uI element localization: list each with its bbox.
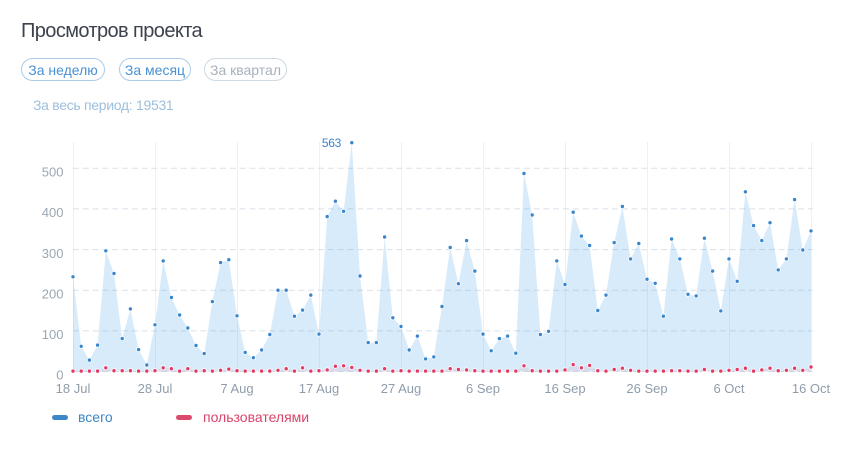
- svg-text:300: 300: [42, 246, 64, 261]
- svg-text:7 Aug: 7 Aug: [220, 381, 253, 396]
- svg-text:100: 100: [42, 327, 64, 342]
- svg-text:26 Sep: 26 Sep: [626, 381, 667, 396]
- svg-text:0: 0: [56, 368, 63, 383]
- svg-text:27 Aug: 27 Aug: [381, 381, 422, 396]
- svg-text:563: 563: [322, 136, 342, 150]
- svg-text:16 Sep: 16 Sep: [544, 381, 585, 396]
- svg-text:500: 500: [42, 165, 64, 180]
- svg-text:18 Jul: 18 Jul: [56, 381, 91, 396]
- svg-text:200: 200: [42, 286, 64, 301]
- svg-text:6 Sep: 6 Sep: [466, 381, 500, 396]
- svg-text:400: 400: [42, 205, 64, 220]
- svg-text:28 Jul: 28 Jul: [138, 381, 173, 396]
- svg-text:16 Oct: 16 Oct: [792, 381, 831, 396]
- svg-text:6 Oct: 6 Oct: [713, 381, 744, 396]
- svg-text:17 Aug: 17 Aug: [299, 381, 340, 396]
